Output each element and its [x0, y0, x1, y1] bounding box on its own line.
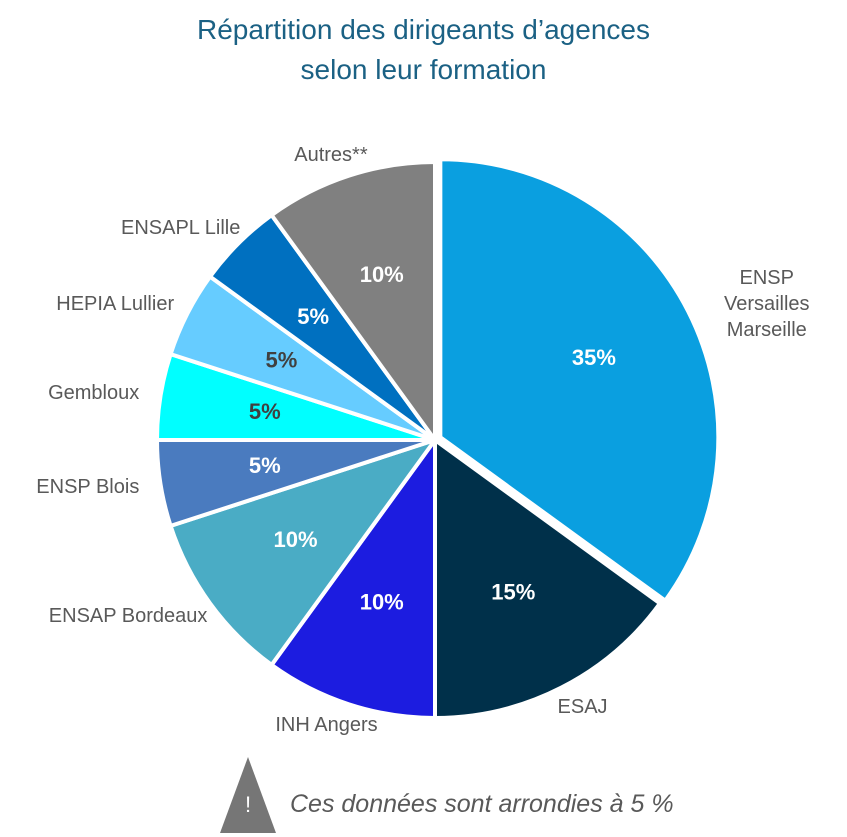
value-label: 5% [297, 304, 329, 329]
pie-slice [269, 160, 437, 442]
warning-icon [220, 757, 276, 833]
category-label: HEPIA Lullier [56, 292, 175, 315]
chart-title: Répartition des dirigeants d’agences sel… [197, 14, 650, 85]
category-label: ENSAPL Lille [121, 216, 241, 239]
pie-slice [433, 438, 662, 720]
category-label: ENSP Versailles Marseille [723, 266, 810, 341]
category-label: ENSAP Bordeaux [48, 605, 208, 628]
value-label: 5% [249, 453, 281, 478]
value-label: 10% [274, 527, 318, 552]
category-label: ENSP Blois [36, 475, 140, 498]
warning-mark: ! [245, 792, 251, 817]
pie-slice [438, 157, 721, 603]
category-label: ESAJ [557, 696, 608, 719]
value-label: 5% [249, 399, 281, 424]
footnote: Ces données sont arrondies à 5 % [290, 790, 674, 818]
category-label: Autres** [294, 143, 368, 166]
category-label: Gembloux [48, 382, 140, 405]
value-label: 15% [491, 579, 535, 604]
category-label: INH Angers [275, 714, 378, 737]
value-label: 5% [266, 348, 298, 373]
value-label: 10% [360, 590, 404, 615]
pie-slice [168, 438, 437, 667]
value-label: 35% [572, 345, 616, 370]
value-label: 10% [360, 262, 404, 287]
pie-slice [269, 438, 437, 720]
